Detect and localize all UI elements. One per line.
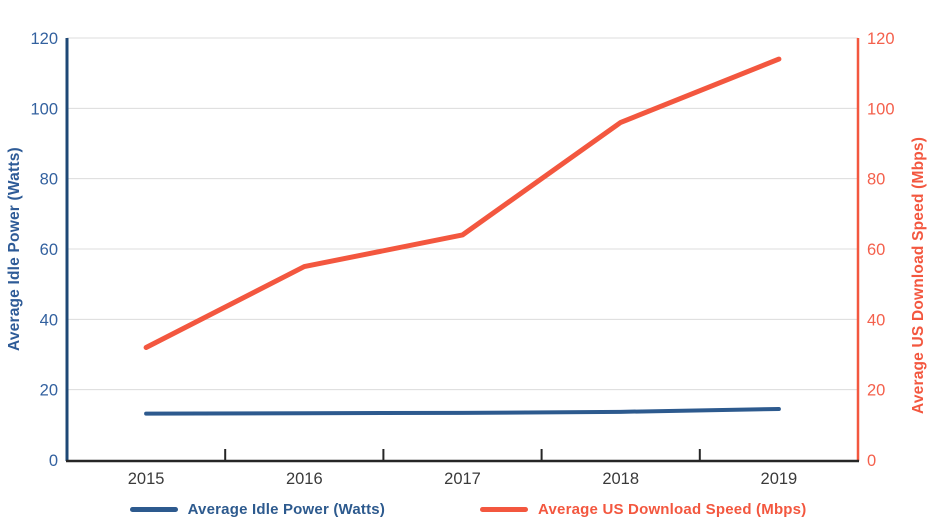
legend: Average Idle Power (Watts) Average US Dow…	[0, 501, 936, 518]
legend-item: Average US Download Speed (Mbps)	[480, 501, 806, 518]
y-tick-label-left: 0	[49, 452, 58, 470]
y-tick-label-right: 120	[867, 30, 895, 48]
x-tick-label: 2018	[602, 470, 639, 488]
y-tick-label-right: 80	[867, 171, 885, 189]
series-line-idle-power	[144, 407, 781, 416]
series-line-download-speed	[143, 56, 782, 350]
legend-item: Average Idle Power (Watts)	[129, 501, 386, 518]
y-tick-label-right: 20	[867, 382, 885, 400]
y-tick-label-right: 100	[867, 100, 895, 118]
x-tick-label: 2015	[128, 470, 165, 488]
left-axis-title: Average Idle Power (Watts)	[6, 147, 23, 351]
right-axis-title: Average US Download Speed (Mbps)	[910, 136, 927, 414]
y-tick-label-right: 0	[867, 452, 876, 470]
y-tick-label-left: 60	[40, 241, 58, 259]
x-tick-label: 2016	[286, 470, 323, 488]
y-tick-label-right: 40	[867, 311, 885, 329]
legend-line-swatch	[480, 507, 529, 512]
y-tick-label-left: 120	[30, 30, 58, 48]
y-tick-label-left: 100	[30, 100, 58, 118]
legend-label: Average US Download Speed (Mbps)	[538, 501, 807, 518]
x-tick-label: 2019	[761, 470, 798, 488]
y-tick-label-left: 80	[40, 171, 58, 189]
legend-line-swatch	[129, 507, 178, 512]
y-tick-label-left: 40	[40, 311, 58, 329]
y-tick-label-right: 60	[867, 241, 885, 259]
x-tick-label: 2017	[444, 470, 481, 488]
y-tick-label-left: 20	[40, 382, 58, 400]
legend-label: Average Idle Power (Watts)	[187, 501, 386, 518]
